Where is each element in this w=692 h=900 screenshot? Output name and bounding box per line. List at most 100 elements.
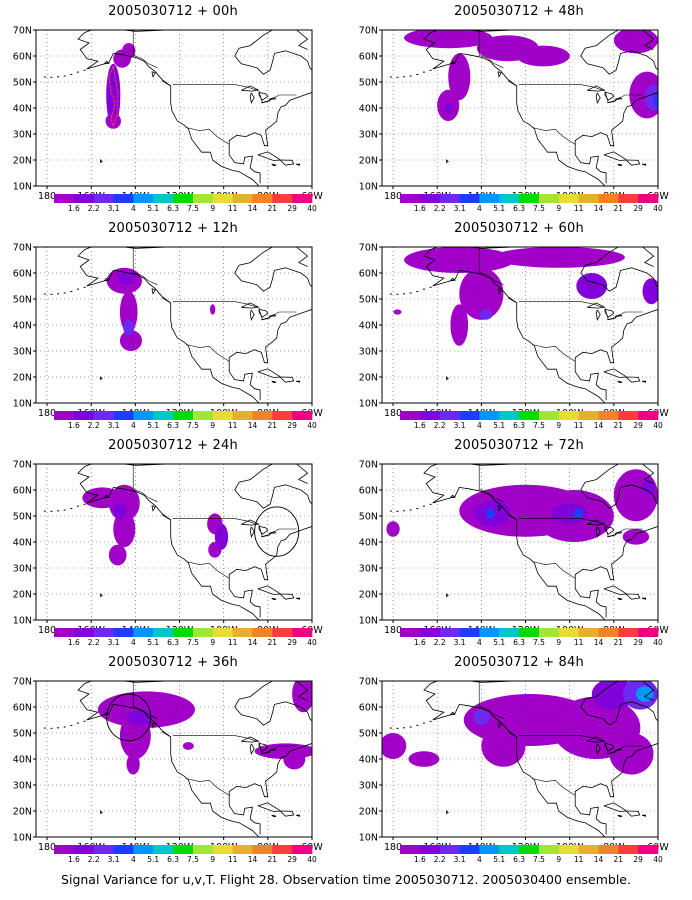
y-tick-label: 60N <box>13 52 32 63</box>
colorbar-label: 1.6 <box>68 855 80 864</box>
island-mark <box>57 510 60 512</box>
lake-outline <box>587 519 606 526</box>
coastline <box>423 247 606 403</box>
colorbar-label: 9 <box>556 421 561 430</box>
colorbar-label: 21 <box>614 638 624 647</box>
island-mark <box>43 510 46 512</box>
island-outline <box>295 163 300 166</box>
colorbar-swatch <box>93 194 114 203</box>
lake-outline <box>268 97 277 100</box>
island-outline <box>603 585 628 595</box>
lake-outline <box>249 526 255 538</box>
island-outline <box>603 368 628 378</box>
y-tick-label: 70N <box>359 243 378 254</box>
coastline <box>228 309 312 401</box>
variance-blob <box>292 681 312 713</box>
island-mark <box>416 73 419 75</box>
coastline <box>642 30 655 50</box>
colorbar-label: 14 <box>594 204 604 213</box>
island-mark <box>50 76 53 78</box>
lake-outline <box>268 314 277 317</box>
lake-outline <box>261 100 271 104</box>
colorbar-label: 7.5 <box>187 204 199 213</box>
colorbar-label: 14 <box>248 855 258 864</box>
island-outline <box>99 810 103 815</box>
island-outline <box>617 814 623 818</box>
coastline <box>574 309 658 401</box>
island-mark <box>76 71 79 73</box>
island-outline <box>449 277 456 282</box>
variance-blob <box>642 479 656 496</box>
colorbar-label: 4 <box>477 421 482 430</box>
variance-blob <box>635 686 654 702</box>
colorbar-label: 7.5 <box>187 855 199 864</box>
lake-outline <box>258 526 269 535</box>
x-tick-label: 60W <box>647 408 669 419</box>
island-outline <box>161 514 171 521</box>
island-outline <box>497 288 502 295</box>
island-outline <box>507 297 517 304</box>
colorbar-swatch <box>212 628 233 637</box>
variance-blob <box>123 319 135 336</box>
country-border <box>518 301 643 321</box>
island-outline <box>449 60 456 65</box>
island-outline <box>625 810 641 817</box>
island-outline <box>151 722 156 729</box>
colorbar-label: 40 <box>653 855 663 864</box>
coastline <box>296 681 309 701</box>
colorbar-swatch <box>578 845 599 854</box>
island-mark <box>422 71 425 73</box>
panel-title: 2005030712 + 12h <box>108 221 238 236</box>
island-outline <box>257 802 282 812</box>
colorbar-label: 9 <box>556 204 561 213</box>
colorbar-swatch <box>192 845 214 854</box>
colorbar-label: 21 <box>614 421 624 430</box>
panel-title: 2005030712 + 60h <box>454 221 584 236</box>
colorbar-label: 3.1 <box>454 855 466 864</box>
variance-blob <box>450 304 469 346</box>
colorbar-swatch <box>113 411 134 420</box>
colorbar-label: 4 <box>477 855 482 864</box>
colorbar-swatch <box>419 628 440 637</box>
island-mark <box>70 507 73 509</box>
lake-outline <box>607 751 617 755</box>
colorbar-label: 14 <box>248 204 258 213</box>
colorbar-label: 7.5 <box>533 204 545 213</box>
colorbar-label: 3.1 <box>108 204 120 213</box>
island-outline <box>161 80 171 87</box>
map-frame <box>381 246 659 404</box>
variance-blob <box>404 247 515 273</box>
colorbar-swatch <box>173 194 194 203</box>
country-border <box>532 344 576 362</box>
island-outline <box>103 711 110 716</box>
island-mark <box>63 726 66 728</box>
coastline <box>580 247 619 274</box>
colorbar-swatch <box>618 628 639 637</box>
colorbar-label: 7.5 <box>187 421 199 430</box>
island-outline <box>295 380 300 383</box>
variance-blob <box>382 733 407 759</box>
colorbar-label: 1.6 <box>414 421 426 430</box>
coastline <box>234 247 273 274</box>
island-outline <box>617 380 623 384</box>
coastline <box>580 50 658 75</box>
y-tick-label: 20N <box>359 590 378 601</box>
country-border <box>172 518 297 538</box>
lake-outline <box>268 531 277 534</box>
colorbar-label: 4 <box>477 638 482 647</box>
colorbar-swatch <box>252 411 273 420</box>
colorbar-swatch <box>479 411 500 420</box>
panel-title: 2005030712 + 84h <box>454 655 584 670</box>
island-outline <box>449 494 456 499</box>
x-tick-label: 180 <box>384 842 402 853</box>
island-outline <box>271 814 277 818</box>
colorbar-label: 14 <box>594 855 604 864</box>
y-tick-label: 40N <box>13 321 32 332</box>
island-mark <box>396 76 399 78</box>
x-tick-label: 60W <box>301 191 323 202</box>
island-mark <box>403 510 406 512</box>
colorbar-swatch <box>400 411 421 420</box>
map-plot: 10N20N30N40N50N60N70N180160W140W120W100W… <box>359 26 670 214</box>
colorbar-label: 40 <box>307 204 317 213</box>
variance-blob <box>122 43 136 59</box>
